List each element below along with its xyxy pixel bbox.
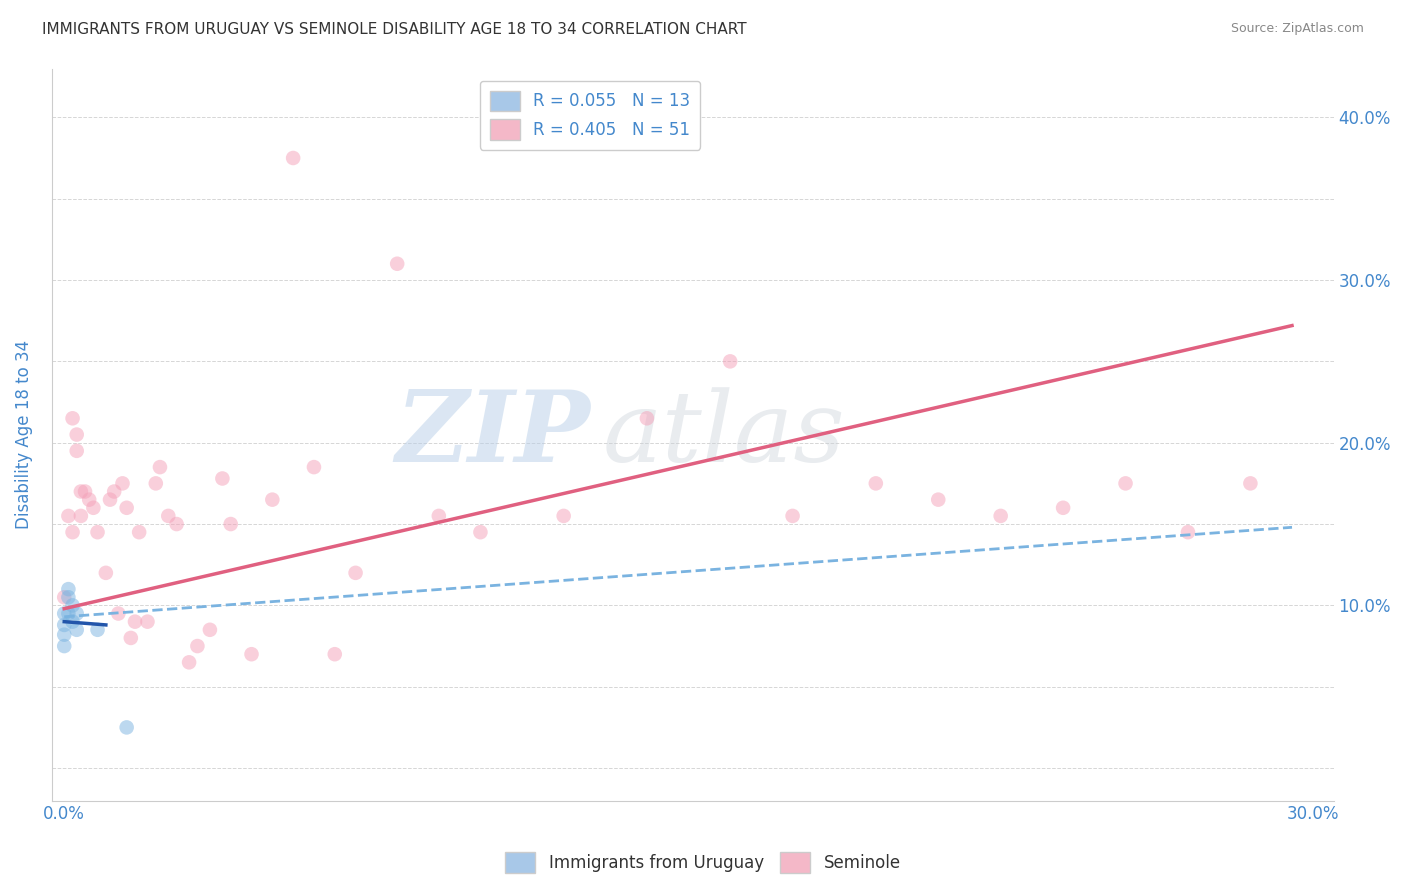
Point <box>62 615 84 629</box>
Point <box>86 525 108 540</box>
Point <box>145 476 167 491</box>
Point <box>219 516 242 531</box>
Point <box>115 720 138 734</box>
Point <box>782 508 804 523</box>
Point <box>128 525 150 540</box>
Point <box>62 599 84 613</box>
Point <box>98 492 121 507</box>
Text: atlas: atlas <box>603 387 846 483</box>
Point <box>70 508 93 523</box>
Y-axis label: Disability Age 18 to 34: Disability Age 18 to 34 <box>15 340 32 529</box>
Text: IMMIGRANTS FROM URUGUAY VS SEMINOLE DISABILITY AGE 18 TO 34 CORRELATION CHART: IMMIGRANTS FROM URUGUAY VS SEMINOLE DISA… <box>42 22 747 37</box>
Point <box>66 427 89 442</box>
Point <box>58 582 80 596</box>
Point <box>77 492 100 507</box>
Point <box>115 500 138 515</box>
Legend: Immigrants from Uruguay, Seminole: Immigrants from Uruguay, Seminole <box>499 846 907 880</box>
Point <box>1177 525 1199 540</box>
Point <box>1115 476 1137 491</box>
Point <box>58 508 80 523</box>
Point <box>166 516 188 531</box>
Point <box>302 460 325 475</box>
Point <box>636 411 658 425</box>
Point <box>66 443 89 458</box>
Point <box>344 566 367 580</box>
Point <box>53 618 76 632</box>
Point <box>53 628 76 642</box>
Point <box>111 476 134 491</box>
Text: ZIP: ZIP <box>395 386 591 483</box>
Point <box>136 615 159 629</box>
Point <box>58 607 80 621</box>
Point <box>1052 500 1074 515</box>
Point <box>990 508 1012 523</box>
Point <box>281 151 304 165</box>
Point <box>1239 476 1261 491</box>
Point <box>66 607 89 621</box>
Point <box>157 508 180 523</box>
Point <box>927 492 949 507</box>
Text: Source: ZipAtlas.com: Source: ZipAtlas.com <box>1230 22 1364 36</box>
Point <box>211 471 233 485</box>
Point <box>62 525 84 540</box>
Point <box>66 623 89 637</box>
Point <box>82 500 104 515</box>
Point <box>58 591 80 605</box>
Point <box>186 639 208 653</box>
Point <box>103 484 125 499</box>
Point <box>124 615 146 629</box>
Point <box>470 525 492 540</box>
Legend: R = 0.055   N = 13, R = 0.405   N = 51: R = 0.055 N = 13, R = 0.405 N = 51 <box>479 80 700 150</box>
Point <box>53 607 76 621</box>
Point <box>120 631 142 645</box>
Point <box>553 508 575 523</box>
Point <box>53 639 76 653</box>
Point <box>73 484 96 499</box>
Point <box>86 623 108 637</box>
Point <box>718 354 741 368</box>
Point <box>149 460 172 475</box>
Point <box>323 647 346 661</box>
Point <box>62 411 84 425</box>
Point <box>427 508 450 523</box>
Point <box>94 566 117 580</box>
Point <box>107 607 129 621</box>
Point <box>198 623 221 637</box>
Point <box>240 647 263 661</box>
Point <box>177 656 200 670</box>
Point <box>70 484 93 499</box>
Point <box>53 591 76 605</box>
Point <box>385 257 408 271</box>
Point <box>865 476 887 491</box>
Point <box>262 492 284 507</box>
